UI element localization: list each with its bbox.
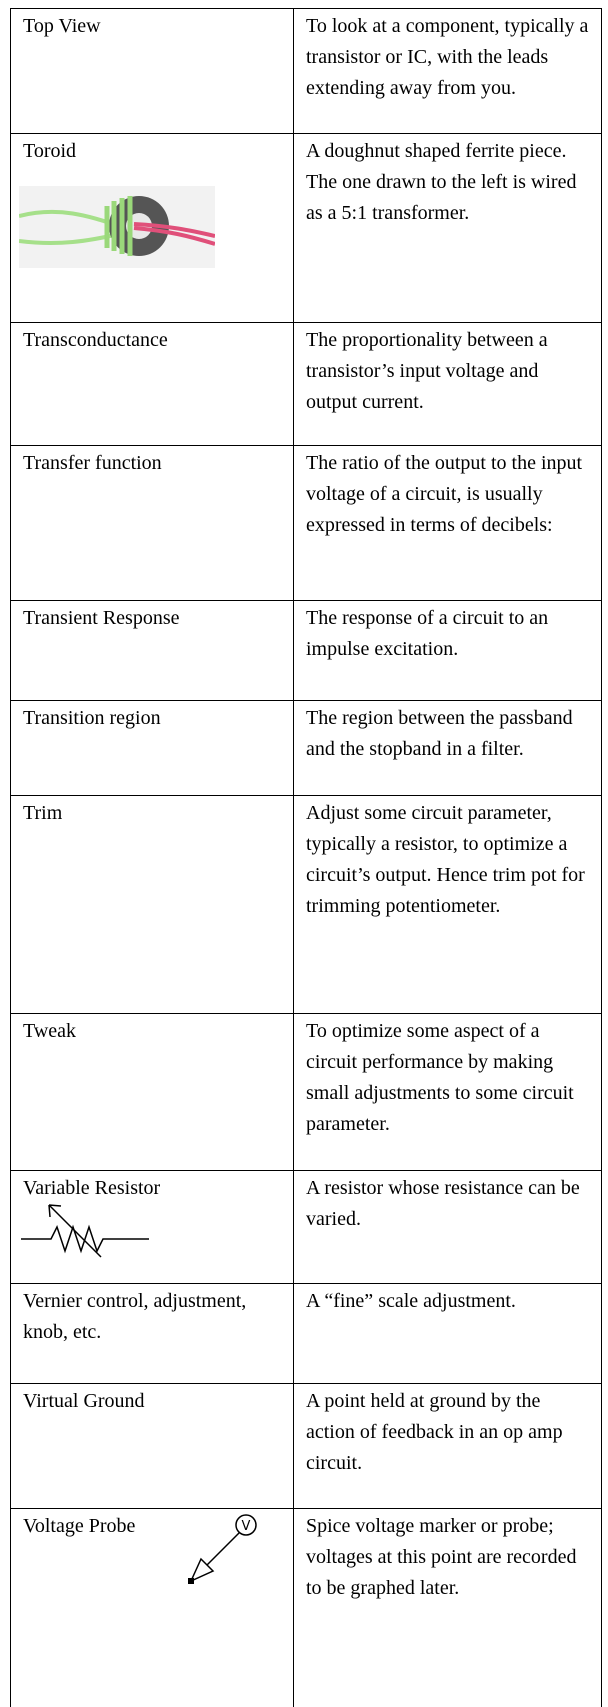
term: Transfer function (23, 452, 162, 474)
voltage-probe-symbol: V (188, 1514, 257, 1584)
term: Transient Response (23, 607, 180, 629)
term: Voltage Probe (23, 1515, 136, 1537)
glossary-row: Transition region The region between the … (10, 700, 602, 796)
term-cell: Transient Response (10, 600, 294, 701)
term: Variable Resistor (23, 1177, 161, 1199)
term-cell: Transfer function (10, 445, 294, 601)
term-cell: Transition region (10, 700, 294, 796)
term: Toroid (23, 140, 77, 162)
term-cell: Toroid (10, 133, 294, 323)
definition: The region between the passband and the … (293, 700, 602, 796)
definition: Adjust some circuit parameter, typically… (293, 795, 602, 1014)
glossary-row: Variable Resistor A resistor whose resist… (10, 1170, 602, 1284)
toroid-image (19, 186, 215, 268)
definition: The proportionality between a transistor… (293, 322, 602, 446)
glossary-row: Vernier control, adjustment, knob, etc. A… (10, 1283, 602, 1384)
term: Transition region (23, 707, 161, 729)
glossary-row: Transfer function The ratio of the output… (10, 445, 602, 601)
definition: The ratio of the output to the input vol… (293, 445, 602, 601)
definition: A resistor whose resistance can be varie… (293, 1170, 602, 1284)
glossary-row: Tweak To optimize some aspect of a circui… (10, 1013, 602, 1171)
definition: A doughnut shaped ferrite piece. The one… (293, 133, 602, 323)
term: Trim (23, 802, 63, 824)
term: Tweak (23, 1020, 77, 1042)
glossary-row: Transconductance The proportionality betw… (10, 322, 602, 446)
definition: To look at a component, typically a tran… (293, 8, 602, 134)
variable-resistor-symbol (21, 1204, 149, 1258)
svg-text:V: V (242, 1519, 251, 1534)
glossary-row: Virtual Ground A point held at ground by … (10, 1383, 602, 1509)
glossary-row: Trim Adjust some circuit parameter, typic… (10, 795, 602, 1014)
term: Virtual Ground (23, 1390, 145, 1412)
glossary-row: Voltage Probe V Spice voltage marker or pr… (10, 1508, 602, 1707)
glossary-table: Top View To look at a component, typicall… (10, 8, 602, 1707)
definition: To optimize some aspect of a circuit per… (293, 1013, 602, 1171)
term-cell: Vernier control, adjustment, knob, etc. (10, 1283, 294, 1384)
definition: A “fine” scale adjustment. (293, 1283, 602, 1384)
glossary-row: Transient Response The response of a circ… (10, 600, 602, 701)
term-cell: Virtual Ground (10, 1383, 294, 1509)
term-cell: Top View (10, 8, 294, 134)
glossary-row: Top View To look at a component, typicall… (10, 8, 602, 134)
term: Vernier control, adjustment, knob, etc. (23, 1290, 247, 1343)
definition: The response of a circuit to an impulse … (293, 600, 602, 701)
term-cell: Tweak (10, 1013, 294, 1171)
term-cell: Voltage Probe V (10, 1508, 294, 1707)
definition: A point held at ground by the action of … (293, 1383, 602, 1509)
term: Top View (23, 15, 101, 37)
term-cell: Transconductance (10, 322, 294, 446)
glossary-row: Toroid A doughnut shaped ferrite piece. T… (10, 133, 602, 323)
definition: Spice voltage marker or probe; voltages … (293, 1508, 602, 1707)
term-cell: Trim (10, 795, 294, 1014)
term: Transconductance (23, 329, 168, 351)
term-cell: Variable Resistor (10, 1170, 294, 1284)
